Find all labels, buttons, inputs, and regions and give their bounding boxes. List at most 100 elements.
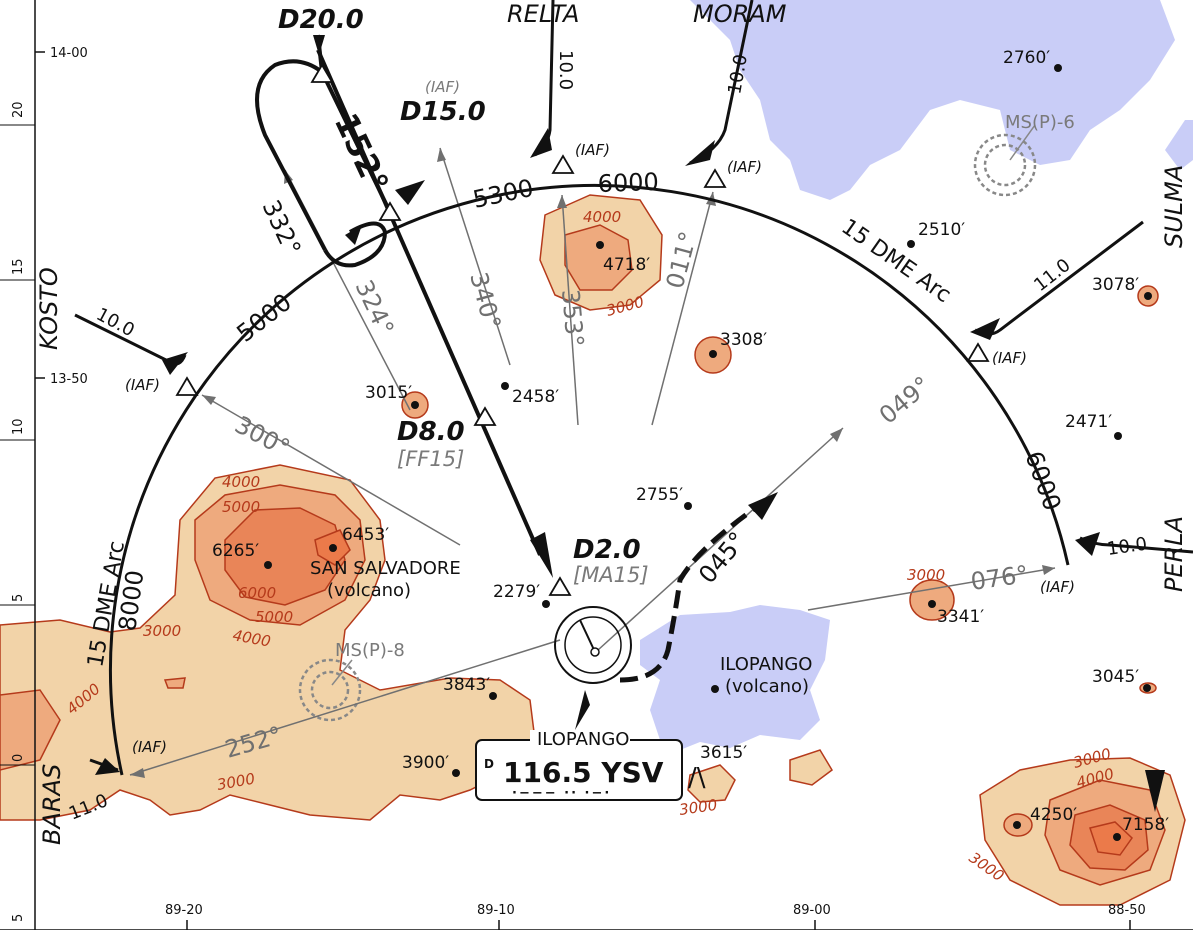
- navaid-name-bg: [530, 730, 630, 748]
- contour-3000-east: 3000: [907, 566, 945, 584]
- lat-tick-13-50: 13-50: [50, 372, 88, 387]
- feeder-arrowheads: [95, 128, 1100, 775]
- navaid-frequency: 116.5 YSV: [503, 756, 664, 789]
- place-ilopango-volcano: (volcano): [725, 676, 809, 697]
- msp-6-label: MS(P)-6: [1005, 112, 1075, 133]
- fix-d8: D8.0: [397, 417, 465, 447]
- fix-ff15: [FF15]: [397, 447, 464, 471]
- contour-4000-ss: 4000: [222, 473, 260, 491]
- elev-3900: 3900′: [402, 753, 449, 773]
- course-332: 332°: [257, 196, 307, 260]
- waypoint-moram: MORAM: [693, 0, 787, 28]
- course-076: 076°: [969, 560, 1030, 596]
- elev-2760: 2760′: [1003, 48, 1050, 68]
- elev-4250: 4250′: [1030, 805, 1077, 825]
- elev-3015: 3015′: [365, 383, 412, 403]
- minute-tick-5b: 5: [11, 914, 26, 922]
- lat-tick-14-00: 14-00: [50, 46, 88, 61]
- terrain: [0, 194, 1186, 906]
- minute-tick-10: 10: [11, 418, 26, 435]
- minute-tick-5: 5: [11, 594, 26, 602]
- elev-2755: 2755′: [636, 485, 683, 505]
- distance-relta: 10.0: [555, 50, 576, 90]
- contour-6000-ss: 6000: [238, 584, 276, 602]
- msp-8-label: MS(P)-8: [335, 640, 405, 661]
- place-san-salvadore: SAN SALVADORE: [310, 558, 461, 579]
- waypoint-relta: RELTA: [507, 0, 579, 28]
- lon-tick-89-20: 89-20: [165, 903, 203, 918]
- navaid-dme-d: D: [484, 757, 494, 771]
- course-300: 300°: [230, 411, 294, 463]
- iaf-perla: (IAF): [1040, 578, 1075, 596]
- fix-d20: D20.0: [278, 5, 364, 35]
- radial-lines: [129, 147, 1056, 776]
- navaid-tacan-symbol: /\: [688, 763, 706, 793]
- iaf-baras: (IAF): [132, 738, 167, 756]
- missed-approach: [619, 495, 772, 683]
- minute-tick-0: 0: [11, 754, 26, 762]
- elev-2471: 2471′: [1065, 412, 1112, 432]
- minute-tick-15: 15: [11, 258, 26, 275]
- place-ilopango: ILOPANGO: [720, 654, 812, 675]
- elev-2510: 2510′: [918, 220, 965, 240]
- altitude-6000-right: 6000: [1019, 447, 1066, 514]
- elev-6265: 6265′: [212, 541, 259, 561]
- lon-tick-88-50: 88-50: [1108, 903, 1146, 918]
- altitude-6000-top: 6000: [597, 168, 659, 198]
- elev-3308: 3308′: [720, 330, 767, 350]
- course-152: 152°: [327, 107, 396, 198]
- contour-3000-ilopango: 3000: [678, 796, 718, 819]
- iaf-moram: (IAF): [727, 158, 762, 176]
- contour-3000-ss: 3000: [143, 622, 181, 640]
- place-san-salvadore-volcano: (volcano): [327, 580, 411, 601]
- minute-tick-20: 20: [11, 101, 26, 118]
- course-049: 049°: [874, 371, 936, 430]
- waypoint-kosto: KOSTO: [35, 267, 63, 350]
- elev-4718: 4718′: [603, 255, 650, 275]
- msp-8-symbol: [298, 658, 362, 722]
- contour-5000-ss-b: 5000: [255, 608, 293, 626]
- contour-4000-central: 4000: [583, 208, 621, 226]
- course-045: 045°: [693, 527, 752, 589]
- radial-arrowheads: [130, 148, 1055, 778]
- lon-tick-89-00: 89-00: [793, 903, 831, 918]
- iaf-sulma: (IAF): [992, 349, 1027, 367]
- contour-5000-ss: 5000: [222, 498, 260, 516]
- elev-3843: 3843′: [443, 675, 490, 695]
- iaf-d15: (IAF): [425, 78, 460, 96]
- navaid-morse: ·−−− ·· ·−·: [512, 786, 611, 801]
- southeast-arrow: [1145, 770, 1165, 812]
- distance-perla: 10.0: [1106, 534, 1149, 560]
- waypoint-sulma: SULMA: [1160, 165, 1188, 248]
- course-011: 011°: [661, 228, 703, 291]
- fix-d2: D2.0: [573, 535, 641, 565]
- elev-3615: 3615′: [700, 743, 747, 763]
- elev-6453: 6453′: [342, 525, 389, 545]
- vor-symbol: [554, 606, 632, 730]
- fix-d15: D15.0: [400, 97, 486, 127]
- iaf-kosto: (IAF): [125, 376, 160, 394]
- waypoint-baras: BARAS: [38, 764, 66, 845]
- fix-ma15: [MA15]: [573, 563, 649, 587]
- elev-7158: 7158′: [1122, 815, 1169, 835]
- elev-3078: 3078′: [1092, 275, 1139, 295]
- course-353: 353°: [556, 288, 589, 348]
- elev-2458: 2458′: [512, 387, 559, 407]
- elev-3341: 3341′: [937, 607, 984, 627]
- iaf-relta: (IAF): [575, 141, 610, 159]
- distance-moram: 10.0: [724, 53, 752, 96]
- fix-triangles: [175, 63, 990, 596]
- water-areas: [640, 0, 1193, 750]
- lon-tick-89-10: 89-10: [477, 903, 515, 918]
- elev-2279: 2279′: [493, 582, 540, 602]
- altitude-5300: 5300: [470, 174, 536, 214]
- elev-3045: 3045′: [1092, 667, 1139, 687]
- msp-6-symbol: [973, 124, 1037, 197]
- navaid-name: ILOPANGO: [537, 729, 629, 750]
- course-340: 340°: [464, 269, 506, 332]
- elevation-points: [264, 64, 1152, 841]
- dme-arc: [109, 184, 1070, 776]
